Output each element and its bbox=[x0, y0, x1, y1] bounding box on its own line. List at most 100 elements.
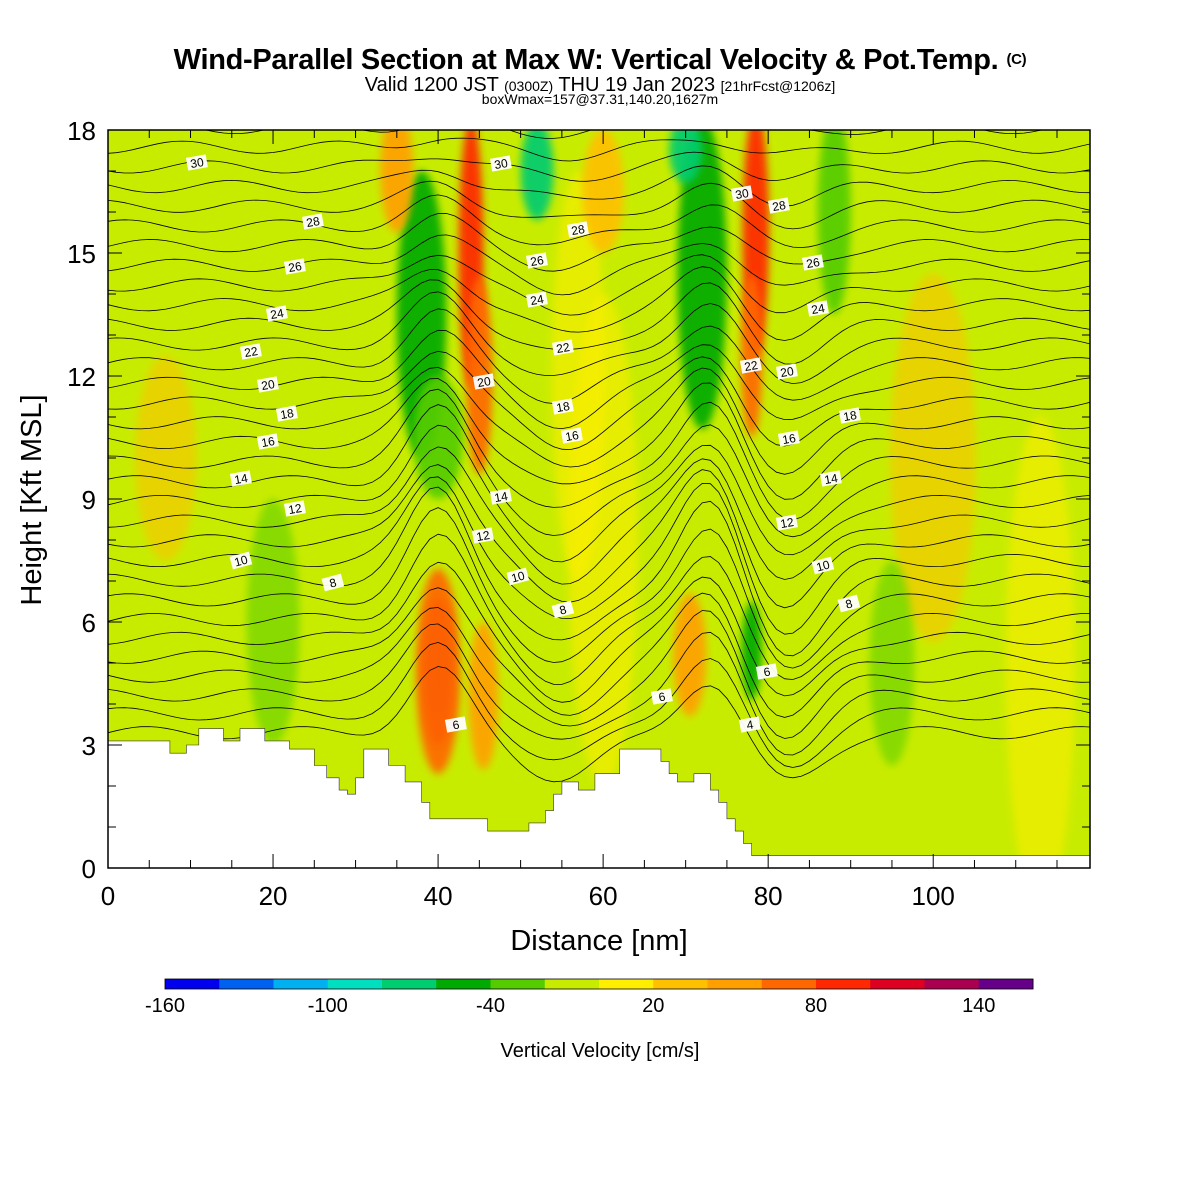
isentrope-label-text: 12 bbox=[779, 515, 795, 531]
isentrope-label-bg bbox=[506, 567, 530, 586]
velocity-cell bbox=[669, 130, 703, 184]
colorbar-tick-label: 20 bbox=[642, 995, 664, 1017]
isentrope-line bbox=[108, 476, 1090, 635]
isentrope-label-text: 10 bbox=[815, 557, 832, 574]
y-tick-label: 3 bbox=[82, 731, 96, 761]
isentrope-label-text: 4 bbox=[745, 717, 754, 732]
y-tick-label: 6 bbox=[82, 608, 96, 638]
isentrope-line bbox=[108, 666, 1090, 783]
y-tick-label: 15 bbox=[67, 239, 96, 269]
isentrope-line bbox=[108, 350, 1090, 451]
isentrope-line bbox=[108, 464, 1090, 609]
isentrope-label-text: 18 bbox=[555, 399, 571, 415]
isentrope-label: 22 bbox=[739, 357, 762, 374]
isentrope-label-text: 26 bbox=[287, 259, 303, 275]
colorbar bbox=[164, 978, 1034, 990]
isentrope-line bbox=[108, 486, 1090, 657]
isentrope-label-bg bbox=[239, 343, 262, 360]
isentrope-label: 20 bbox=[256, 376, 279, 393]
y-tick-labels: 0 3 6 9 12 15 18 bbox=[67, 116, 96, 884]
colorbar-swatch bbox=[273, 979, 329, 989]
isentrope-label: 18 bbox=[275, 405, 298, 422]
velocity-cell bbox=[268, 162, 327, 262]
isentrope-label-bg bbox=[739, 357, 762, 374]
isentrope-label-text: 8 bbox=[328, 575, 338, 590]
colorbar-tick-label: -160 bbox=[145, 995, 185, 1017]
isentrope-label-text: 10 bbox=[510, 568, 527, 585]
isentrope-label-text: 16 bbox=[260, 434, 276, 450]
isentrope-label-bg bbox=[185, 154, 208, 171]
isentrope-label: 18 bbox=[838, 407, 861, 424]
velocity-band bbox=[135, 355, 197, 561]
colorbar-swatch bbox=[382, 979, 437, 989]
y-tick-label: 0 bbox=[82, 854, 96, 884]
isentrope-label-bg bbox=[471, 527, 494, 544]
valid-time: Valid 1200 JST (0300Z) THU 19 Jan 2023 [… bbox=[0, 75, 1200, 96]
isentrope-label-bg bbox=[321, 573, 345, 592]
isentrope-label-bg bbox=[730, 185, 753, 202]
isentrope-label-bg bbox=[775, 514, 798, 531]
velocity-band bbox=[890, 273, 977, 643]
isentrope-label-bg bbox=[837, 594, 861, 613]
terrain-outline bbox=[108, 728, 1090, 856]
terrain bbox=[108, 728, 1090, 868]
isentrope-label-text: 22 bbox=[555, 340, 571, 356]
isentrope-line bbox=[108, 507, 1090, 669]
colorbar-tick-labels: -160 -100 -40 20 80 140 bbox=[145, 995, 995, 1017]
velocity-cell bbox=[673, 593, 707, 717]
isentrope-line bbox=[108, 607, 1090, 739]
isentrope-label-bg bbox=[777, 430, 800, 447]
isentrope-line bbox=[108, 641, 1090, 768]
isentrope-label: 30 bbox=[730, 185, 753, 202]
isentrope-label: 16 bbox=[256, 433, 279, 450]
isentrope-label-bg bbox=[525, 291, 548, 308]
isentrope-label-bg bbox=[551, 398, 574, 415]
y-axis-label: Height [Kft MSL] bbox=[16, 394, 48, 605]
isentrope-line bbox=[108, 366, 1090, 475]
isentrope-label-text: 24 bbox=[810, 301, 826, 317]
isentrope-line bbox=[108, 308, 1090, 404]
velocity-band bbox=[1005, 417, 1076, 868]
colorbar-swatch bbox=[761, 979, 817, 989]
isentrope-label: 18 bbox=[551, 398, 574, 415]
colorbar-label: Vertical Velocity [cm/s] bbox=[501, 1040, 700, 1062]
isentrope-label-text: 14 bbox=[493, 489, 509, 505]
valid-utc: (0300Z) bbox=[504, 78, 554, 94]
isentrope-label: 22 bbox=[551, 339, 574, 356]
colorbar-swatch bbox=[816, 979, 871, 989]
isentrope-label: 26 bbox=[283, 258, 306, 275]
isentrope-line bbox=[108, 404, 1090, 538]
isentrope-label: 26 bbox=[801, 254, 824, 271]
isentrope-label-bg bbox=[229, 470, 252, 487]
isentrope-line bbox=[108, 533, 1090, 685]
isentrope-label-bg bbox=[489, 488, 512, 505]
isentrope-label-text: 26 bbox=[529, 253, 545, 269]
isentrope-label-text: 12 bbox=[475, 528, 491, 544]
isentrope-line bbox=[108, 98, 1090, 115]
velocity-cell bbox=[817, 130, 851, 315]
axis-ticks bbox=[107, 129, 1090, 869]
isentrope-line bbox=[108, 388, 1090, 521]
isentrope-label-text: 14 bbox=[233, 471, 249, 487]
isentrope-label-text: 18 bbox=[279, 406, 295, 422]
isentrope-line bbox=[108, 137, 1090, 162]
velocity-cell bbox=[520, 130, 554, 221]
copyright-mark: (C) bbox=[1006, 51, 1027, 68]
isentrope-label-bg bbox=[283, 258, 306, 275]
isentrope-line bbox=[108, 291, 1090, 385]
valid-prefix: Valid 1200 JST bbox=[364, 74, 499, 96]
isentrope-label: 10 bbox=[506, 567, 530, 586]
isentrope-label: 10 bbox=[811, 556, 835, 574]
isentrope-label-bg bbox=[566, 221, 589, 238]
isentrope-label: 8 bbox=[551, 600, 575, 619]
isentrope-line bbox=[108, 254, 1090, 316]
isentrope-label: 12 bbox=[283, 500, 306, 517]
isentrope-label: 28 bbox=[767, 197, 790, 214]
x-axis-label: Distance [nm] bbox=[510, 925, 687, 957]
x-tick-label: 60 bbox=[589, 881, 618, 911]
isentrope-label: 10 bbox=[229, 551, 253, 569]
isentrope-label-bg bbox=[767, 197, 790, 214]
forecast-info: [21hrFcst@1206z] bbox=[720, 78, 836, 94]
velocity-cell bbox=[468, 622, 499, 770]
